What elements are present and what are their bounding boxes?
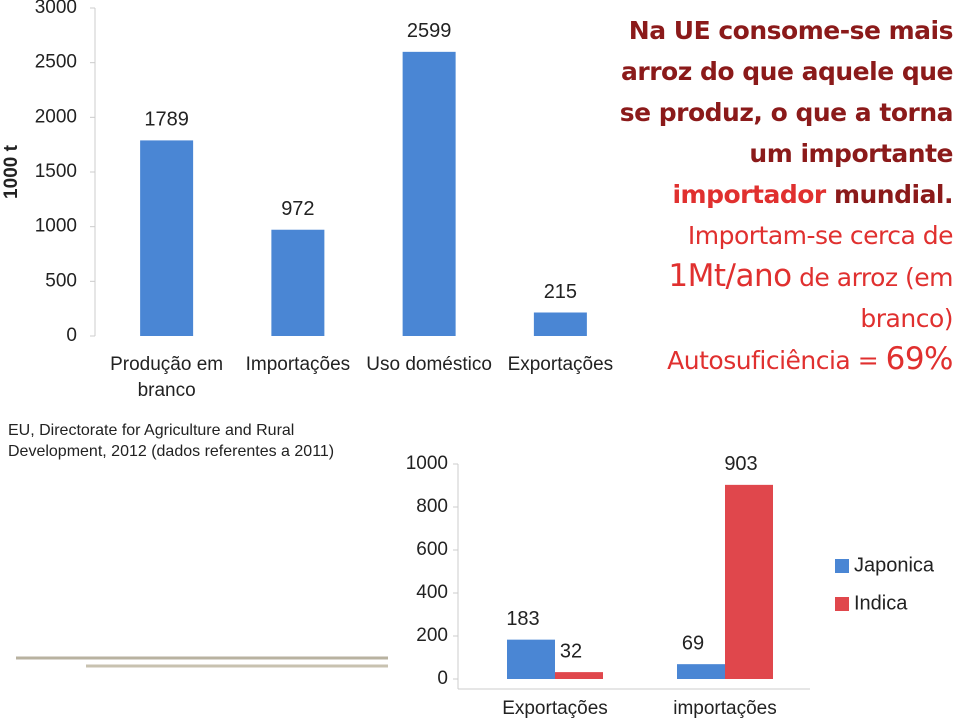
text: mundial. xyxy=(833,180,954,209)
value-label: 2599 xyxy=(407,20,452,42)
bar xyxy=(533,312,587,336)
legend-label: Indica xyxy=(854,592,908,614)
x-tick-label: importações xyxy=(673,698,777,719)
text: de arroz (em xyxy=(799,263,953,292)
value-label: 183 xyxy=(506,608,539,630)
text: Na UE consome-se mais xyxy=(628,16,954,45)
y-tick-label: 1000 xyxy=(406,453,448,474)
y-tick-label: 200 xyxy=(416,625,448,646)
y-tick-label: 2000 xyxy=(35,106,77,127)
value-label: 69 xyxy=(682,632,704,654)
text: Autosuficiência = xyxy=(667,346,879,375)
x-tick-label: Uso doméstico xyxy=(366,354,492,375)
value-label: 215 xyxy=(544,281,577,303)
y-tick-label: 0 xyxy=(66,325,77,346)
bar xyxy=(555,672,603,679)
text-line: Importam-se cerca de xyxy=(613,215,954,256)
value-label: 903 xyxy=(724,453,757,475)
legend-swatch xyxy=(835,597,849,611)
y-tick-label: 800 xyxy=(416,496,448,517)
text: 69% xyxy=(885,341,954,377)
x-tick-label: Importações xyxy=(245,354,351,375)
text-block: Na UE consome-se mais arroz do que aquel… xyxy=(613,10,954,381)
source-note: EU, Directorate for Agriculture and Rura… xyxy=(8,422,335,460)
x-tick-label: Exportações xyxy=(502,698,608,719)
text-line: importador mundial. xyxy=(613,174,953,215)
text-line: arroz do que aquele que xyxy=(613,51,953,92)
text: arroz do que aquele que xyxy=(621,57,953,86)
text: importador xyxy=(672,180,826,209)
text-line: Autosuficiência = 69% xyxy=(613,339,953,381)
bar xyxy=(677,664,725,679)
legend-swatch xyxy=(835,559,849,573)
x-tick-label: Exportações xyxy=(507,354,614,375)
bar xyxy=(402,51,456,337)
y-axis-label: 1000 t xyxy=(1,144,22,199)
text: um importante xyxy=(749,139,953,168)
y-tick-label: 1000 xyxy=(35,216,77,237)
y-tick-label: 1500 xyxy=(35,161,77,182)
text-line: se produz, o que a torna xyxy=(613,92,954,133)
text-line: Na UE consome-se mais xyxy=(613,10,954,51)
y-tick-label: 500 xyxy=(45,270,77,291)
text: se produz, o que a torna xyxy=(619,98,954,127)
text: 1Mt/ano xyxy=(668,258,792,294)
y-tick-label: 600 xyxy=(416,539,448,560)
text-line: 1Mt/ano de arroz (em xyxy=(613,256,953,298)
value-label: 972 xyxy=(281,198,314,220)
text-line: um importante xyxy=(613,133,953,174)
y-tick-label: 2500 xyxy=(35,52,77,73)
y-tick-label: 3000 xyxy=(35,0,77,18)
bar xyxy=(507,639,555,679)
text-line: branco) xyxy=(613,298,953,339)
value-label: 1789 xyxy=(144,109,189,131)
legend-label: Japonica xyxy=(854,554,935,576)
y-tick-label: 0 xyxy=(437,668,448,689)
bar xyxy=(725,484,773,679)
bar xyxy=(140,140,194,336)
bar xyxy=(271,229,325,336)
text: branco) xyxy=(860,304,953,333)
text: Importam-se cerca de xyxy=(687,221,954,250)
y-tick-label: 400 xyxy=(416,582,448,603)
value-label: 32 xyxy=(560,640,582,662)
x-tick-label: Produção em branco xyxy=(110,354,224,401)
